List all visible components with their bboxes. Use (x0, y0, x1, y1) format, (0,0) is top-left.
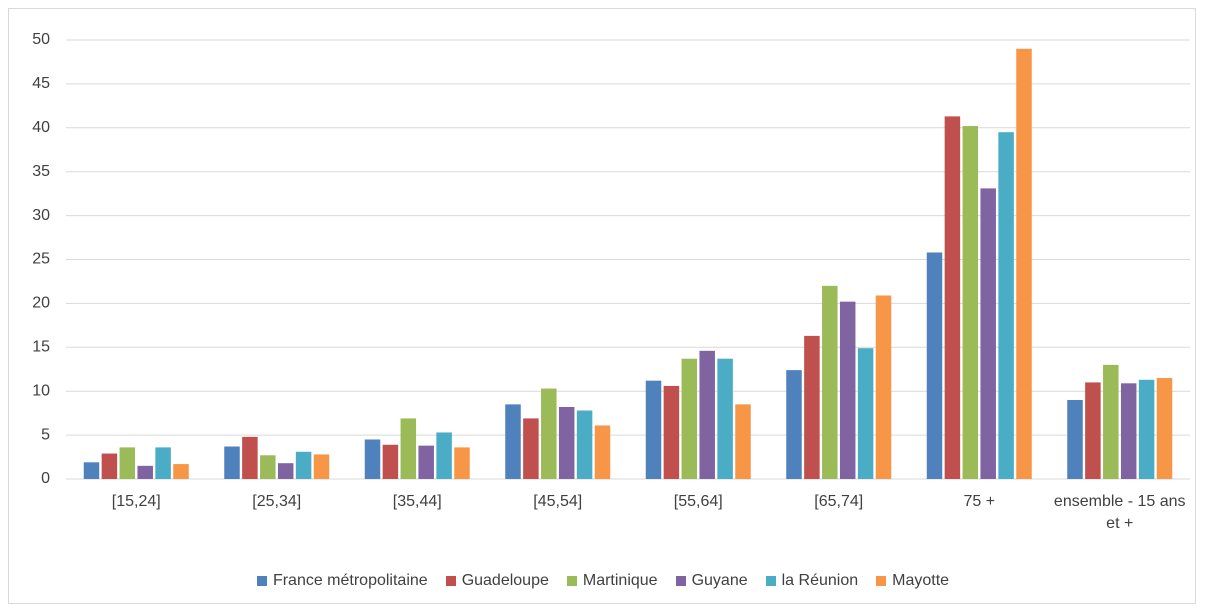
bar (260, 455, 276, 479)
bar (137, 465, 153, 479)
bar (119, 447, 136, 479)
bar (364, 439, 381, 479)
bar (277, 463, 294, 479)
legend-swatch (876, 576, 887, 586)
legend-swatch (765, 576, 776, 586)
bar (926, 252, 943, 479)
legend-label: Guadeloupe (461, 572, 549, 589)
bar (155, 447, 171, 479)
bar (436, 432, 452, 479)
bar (1120, 383, 1137, 479)
x-tick-label: 75 + (963, 493, 996, 510)
bar (699, 350, 715, 479)
bar (998, 132, 1014, 479)
y-tick-label: 35 (32, 163, 50, 180)
bar (295, 451, 312, 479)
x-tick-label: [35,44] (392, 493, 442, 510)
bar (962, 126, 979, 479)
bar (717, 358, 733, 479)
bar (1156, 378, 1173, 479)
bar (822, 285, 838, 479)
y-tick-label: 0 (41, 470, 50, 487)
legend-item: France métropolitaine (256, 572, 428, 590)
bar (418, 445, 434, 479)
y-tick-label: 15 (32, 339, 50, 356)
bar (1103, 364, 1119, 479)
y-tick-label: 20 (32, 295, 50, 312)
bar (786, 370, 802, 479)
bar (242, 436, 258, 479)
legend-item: Mayotte (876, 572, 949, 590)
legend-item: Guadeloupe (445, 572, 549, 590)
bar (83, 462, 100, 479)
x-tick-label: [55,64] (673, 493, 723, 510)
bar (1067, 399, 1083, 479)
legend: France métropolitaine Guadeloupe Martiniqu… (0, 572, 1206, 590)
bar (558, 407, 575, 479)
bar (1138, 379, 1155, 479)
legend-label: la Réunion (781, 572, 859, 589)
bar (594, 425, 611, 479)
bar (875, 295, 892, 479)
bar (541, 388, 557, 479)
legend-item: Martinique (566, 572, 658, 590)
y-tick-label: 45 (32, 75, 50, 92)
bar (400, 418, 417, 479)
legend-item: la Réunion (765, 572, 859, 590)
y-tick-label: 30 (32, 207, 50, 224)
x-tick-label: [65,74] (814, 493, 864, 510)
bar (313, 454, 330, 479)
bar (224, 446, 240, 479)
y-tick-label: 5 (41, 426, 50, 443)
legend-label: Guyane (691, 572, 748, 589)
legend-swatch (675, 576, 686, 586)
y-tick-label: 25 (32, 251, 50, 268)
legend-label: Mayotte (892, 572, 950, 589)
bar (382, 444, 399, 479)
bar (1085, 382, 1101, 479)
bar (576, 410, 593, 479)
x-tick-label: [25,34] (252, 493, 302, 510)
bar (101, 453, 118, 479)
bar (173, 464, 189, 479)
legend-swatch (445, 576, 456, 586)
x-tick-label: ensemble - 15 ans et + (1053, 493, 1186, 532)
bar (645, 380, 662, 479)
y-tick-label: 40 (32, 119, 50, 136)
y-tick-label: 50 (32, 31, 50, 48)
x-tick-label: [15,24] (111, 493, 161, 510)
bar (454, 447, 470, 479)
bar (735, 404, 751, 479)
bar (980, 188, 996, 479)
legend-label: France métropolitaine (272, 572, 428, 589)
x-tick-label: [45,54] (533, 493, 583, 510)
chart-frame (8, 8, 1196, 604)
bar (944, 116, 961, 480)
bar (505, 404, 521, 479)
bar (523, 418, 539, 479)
y-tick-label: 10 (32, 382, 50, 399)
bar (839, 301, 856, 479)
legend-label: Martinique (582, 572, 658, 589)
bar (804, 335, 820, 479)
legend-item: Guyane (675, 572, 748, 590)
bar (1016, 48, 1032, 479)
bar (663, 385, 680, 479)
legend-swatch (566, 576, 577, 586)
bar (857, 348, 874, 479)
bar (681, 358, 698, 479)
legend-swatch (256, 576, 267, 586)
